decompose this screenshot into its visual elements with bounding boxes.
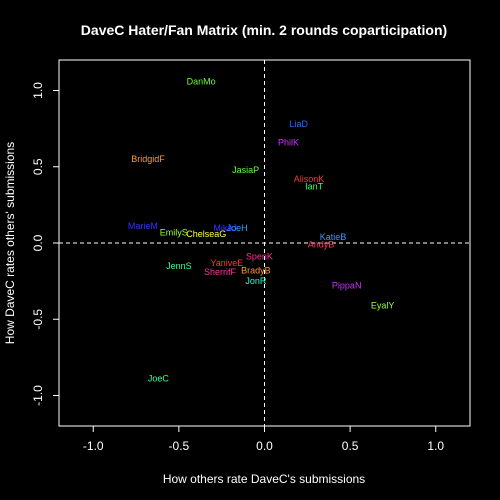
point-label: DanMo xyxy=(187,76,216,86)
x-axis-ticks: -1.0 -0.5 0.0 0.5 1.0 xyxy=(83,426,444,453)
point-label: LiaD xyxy=(289,119,308,129)
point-label: MarieM xyxy=(128,221,158,231)
point-label: PippaN xyxy=(332,281,362,291)
point-label: KatieB xyxy=(320,232,347,242)
point-label: JoeC xyxy=(148,374,170,384)
reference-lines xyxy=(59,60,470,426)
y-tick-label: 0.0 xyxy=(31,234,45,251)
x-tick-label: 0.0 xyxy=(256,439,273,453)
point-label: ChelseaG xyxy=(186,229,226,239)
chart-title: DaveC Hater/Fan Matrix (min. 2 rounds co… xyxy=(81,22,447,38)
point-label: BridgidF xyxy=(131,154,165,164)
point-label: EmilyS xyxy=(160,227,188,237)
y-tick-label: 0.5 xyxy=(31,158,45,175)
x-tick-label: -1.0 xyxy=(83,439,104,453)
point-label: SpenK xyxy=(246,252,273,262)
point-label: AlisonK xyxy=(294,174,325,184)
y-tick-label: -0.5 xyxy=(31,309,45,330)
point-label: IanT xyxy=(305,182,324,192)
y-tick-label: -1.0 xyxy=(31,385,45,406)
point-label: BradyB xyxy=(241,265,271,275)
x-axis-title: How others rate DaveC's submissions xyxy=(163,472,365,486)
point-label: SherrifF xyxy=(204,267,237,277)
x-tick-label: 1.0 xyxy=(427,439,444,453)
point-label: JoeH xyxy=(227,223,248,233)
point-label: MikeJ xyxy=(213,223,237,233)
x-tick-label: 0.5 xyxy=(342,439,359,453)
y-axis-ticks: -1.0 -0.5 0.0 0.5 1.0 xyxy=(31,82,59,406)
point-label: JennS xyxy=(166,261,192,271)
point-label: AndyB xyxy=(308,240,335,250)
x-tick-label: -0.5 xyxy=(169,439,190,453)
point-label: JasiaP xyxy=(232,165,259,175)
y-tick-label: 1.0 xyxy=(31,82,45,99)
point-label: YaniveE xyxy=(210,258,243,268)
point-label: JonR xyxy=(245,276,267,286)
point-label: PhilK xyxy=(278,137,299,147)
point-label: EyalY xyxy=(371,301,395,311)
y-axis-title: How DaveC rates others' submissions xyxy=(3,142,17,344)
